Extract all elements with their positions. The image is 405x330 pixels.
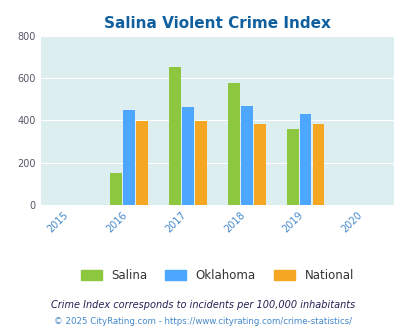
Title: Salina Violent Crime Index: Salina Violent Crime Index <box>104 16 330 31</box>
Bar <box>299 114 311 205</box>
Bar <box>227 83 239 205</box>
Bar <box>253 124 265 205</box>
Bar <box>123 110 134 205</box>
Bar <box>240 106 252 205</box>
Bar <box>168 67 180 205</box>
Bar <box>194 121 206 205</box>
Bar <box>181 107 193 205</box>
Bar <box>110 173 122 205</box>
Text: © 2025 CityRating.com - https://www.cityrating.com/crime-statistics/: © 2025 CityRating.com - https://www.city… <box>54 317 351 326</box>
Bar <box>136 121 147 205</box>
Text: Crime Index corresponds to incidents per 100,000 inhabitants: Crime Index corresponds to incidents per… <box>51 300 354 310</box>
Legend: Salina, Oklahoma, National: Salina, Oklahoma, National <box>76 264 358 287</box>
Bar <box>286 129 298 205</box>
Bar <box>312 124 324 205</box>
